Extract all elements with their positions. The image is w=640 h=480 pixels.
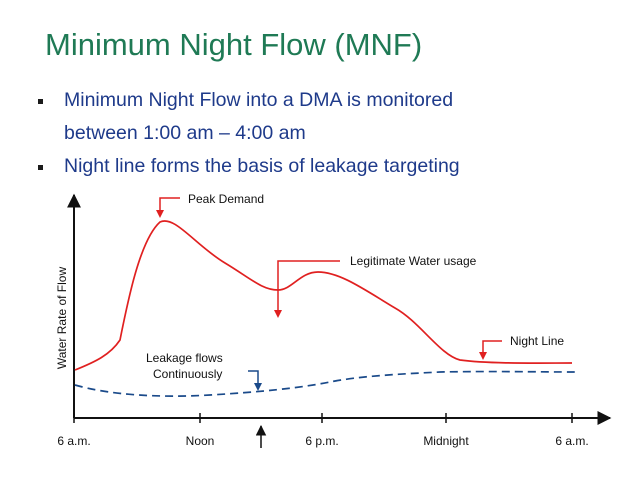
leakage-label-line1: Leakage flows <box>146 351 223 365</box>
leakage-arrowhead <box>254 383 262 391</box>
x-tick-label: 6 a.m. <box>57 434 90 448</box>
peak-demand-label: Peak Demand <box>188 192 264 206</box>
night-line-pointer <box>482 340 502 355</box>
bullet-text: Night line forms the basis of leakage ta… <box>64 155 460 177</box>
bullet-item-night-line: Night line forms the basis of leakage ta… <box>36 150 460 183</box>
demand-curve <box>74 220 573 371</box>
night-line-arrowhead <box>479 352 487 360</box>
legitimate-usage-label: Legitimate Water usage <box>350 254 477 268</box>
legitimate-usage-arrowhead <box>274 310 282 318</box>
y-axis-label: Water Rate of Flow <box>55 267 69 370</box>
bullet-list: Minimum Night Flow into a DMA is monitor… <box>36 84 460 183</box>
x-tick-label: 6 p.m. <box>305 434 338 448</box>
leakage-pointer <box>248 370 259 385</box>
x-tick-label: 6 a.m. <box>555 434 588 448</box>
bullet-text-line2: between 1:00 am – 4:00 am <box>64 122 306 144</box>
slide-title: Minimum Night Flow (MNF) <box>45 27 423 62</box>
bullet-item-mnf-monitoring: Minimum Night Flow into a DMA is monitor… <box>36 84 460 150</box>
bullet-text-line1: Minimum Night Flow into a DMA is monitor… <box>64 89 454 111</box>
bullet-marker-icon <box>38 99 43 104</box>
bullet-marker-icon <box>38 165 43 170</box>
legitimate-usage-pointer <box>277 260 340 314</box>
peak-demand-pointer <box>159 197 180 214</box>
leakage-label-line2: Continuously <box>153 367 222 381</box>
peak-demand-arrowhead <box>156 210 164 218</box>
night-line-label: Night Line <box>510 334 564 348</box>
x-tick-label: Midnight <box>423 434 469 448</box>
x-tick-label: Noon <box>186 434 215 448</box>
leakage-curve <box>74 370 576 397</box>
